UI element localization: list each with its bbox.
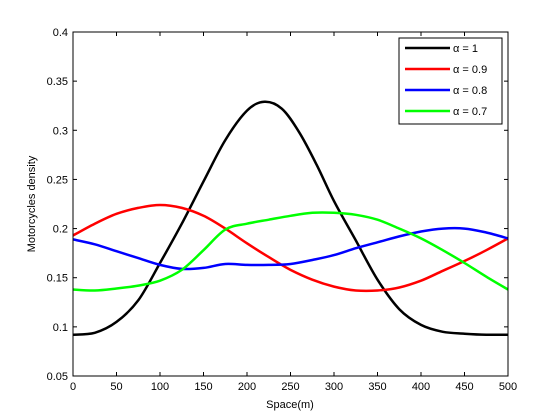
y-tick-label: 0.35 xyxy=(47,76,68,88)
legend-box xyxy=(398,37,503,125)
y-tick-label: 0.2 xyxy=(53,224,68,236)
legend-label-3: α = 0.7 xyxy=(453,106,487,118)
x-tick-label: 100 xyxy=(151,381,169,393)
series-line-3 xyxy=(72,211,509,292)
x-tick-label: 250 xyxy=(281,381,299,393)
x-tick-label: 150 xyxy=(194,381,212,393)
x-tick-label: 300 xyxy=(325,381,343,393)
axis-ticks: 0 50 100 150 200 250 300 350 400 450 500 0.05 0.1 0.1… xyxy=(47,27,518,393)
series-line-1 xyxy=(72,203,509,293)
y-tick-label: 0.1 xyxy=(53,322,68,334)
series-layer xyxy=(72,100,509,337)
x-tick-label: 50 xyxy=(110,381,122,393)
y-tick-label: 0.05 xyxy=(47,371,68,383)
x-tick-label: 500 xyxy=(499,381,517,393)
x-tick-label: 200 xyxy=(238,381,256,393)
legend-label-2: α = 0.8 xyxy=(453,85,487,97)
x-tick-label: 400 xyxy=(412,381,430,393)
legend: α = 1 α = 0.9 α = 0.8 α = 0.7 xyxy=(398,37,503,125)
x-tick-label: 0 xyxy=(70,381,76,393)
y-axis-label: Motorcycles density xyxy=(26,155,38,252)
x-axis-label: Space(m) xyxy=(266,399,314,411)
legend-label-0: α = 1 xyxy=(453,43,478,55)
x-tick-label: 350 xyxy=(368,381,386,393)
y-tick-label: 0.25 xyxy=(47,174,68,186)
series-line-2 xyxy=(72,226,509,271)
x-tick-label: 450 xyxy=(455,381,473,393)
y-tick-label: 0.15 xyxy=(47,273,68,285)
y-tick-label: 0.4 xyxy=(53,27,68,39)
legend-label-1: α = 0.9 xyxy=(453,64,487,76)
y-tick-label: 0.3 xyxy=(53,125,68,137)
